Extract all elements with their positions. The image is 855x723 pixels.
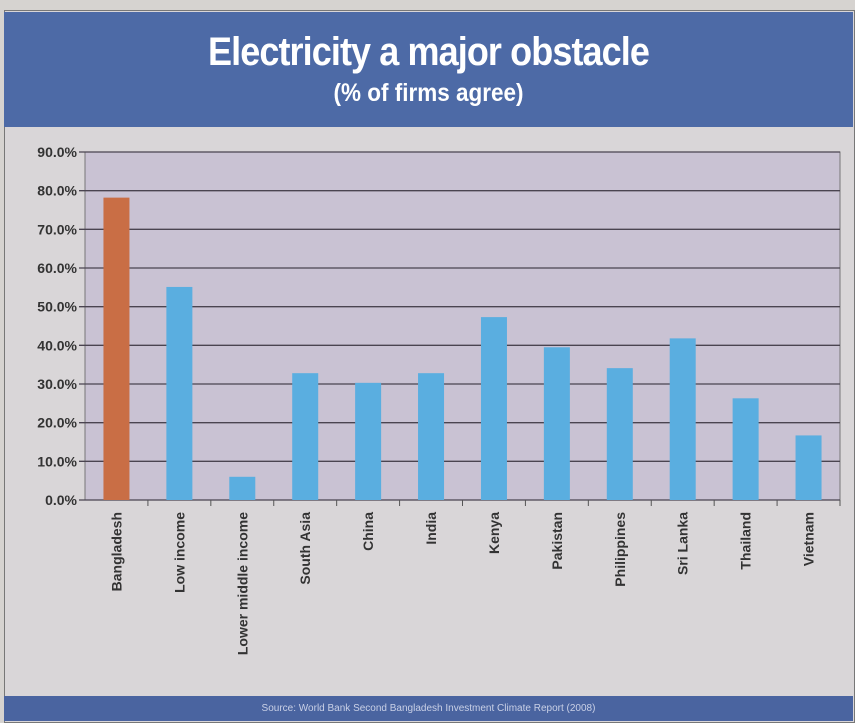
bar-thailand xyxy=(732,398,759,500)
chart-title: Electricity a major obstacle xyxy=(207,30,650,74)
bar-philippines xyxy=(606,368,633,500)
x-tick-label: Sri Lanka xyxy=(675,512,691,575)
x-tick-label: India xyxy=(423,512,439,545)
bar-lower-middle-income xyxy=(229,476,256,500)
x-tick-label: Bangladesh xyxy=(108,512,124,591)
y-tick-label: 10.0% xyxy=(37,453,77,469)
chart-source: Source: World Bank Second Bangladesh Inv… xyxy=(4,696,853,721)
x-tick-label: South Asia xyxy=(297,512,313,585)
x-tick-label: China xyxy=(360,512,376,551)
y-tick-label: 60.0% xyxy=(37,260,77,276)
y-tick-label: 90.0% xyxy=(37,144,77,160)
x-tick-label: Low income xyxy=(171,512,187,593)
bar-india xyxy=(418,373,445,500)
y-tick-label: 20.0% xyxy=(37,415,77,431)
x-tick-label: Kenya xyxy=(486,512,502,554)
bar-china xyxy=(355,382,382,500)
y-tick-label: 80.0% xyxy=(37,183,77,199)
bar-vietnam xyxy=(795,435,822,500)
x-tick-label: Pakistan xyxy=(549,512,565,570)
x-tick-label: Lower middle income xyxy=(234,512,250,655)
bar-kenya xyxy=(480,317,507,500)
plot-area xyxy=(84,151,841,501)
bar-south-asia xyxy=(292,373,319,500)
y-tick-label: 0.0% xyxy=(45,492,77,508)
bar-low-income xyxy=(166,286,193,500)
x-tick-label: Vietnam xyxy=(801,512,817,566)
y-tick-label: 40.0% xyxy=(37,337,77,353)
bar-pakistan xyxy=(543,347,570,500)
bar-sri-lanka xyxy=(669,338,696,500)
chart-subtitle: (% of firms agree) xyxy=(333,79,524,107)
x-tick-label: Philippines xyxy=(612,512,628,587)
bar-bangladesh xyxy=(103,197,130,501)
y-tick-label: 50.0% xyxy=(37,299,77,315)
y-tick-label: 30.0% xyxy=(37,376,77,392)
y-tick-label: 70.0% xyxy=(37,221,77,237)
x-tick-label: Thailand xyxy=(738,512,754,570)
chart-header: Electricity a major obstacle (% of firms… xyxy=(4,12,853,127)
